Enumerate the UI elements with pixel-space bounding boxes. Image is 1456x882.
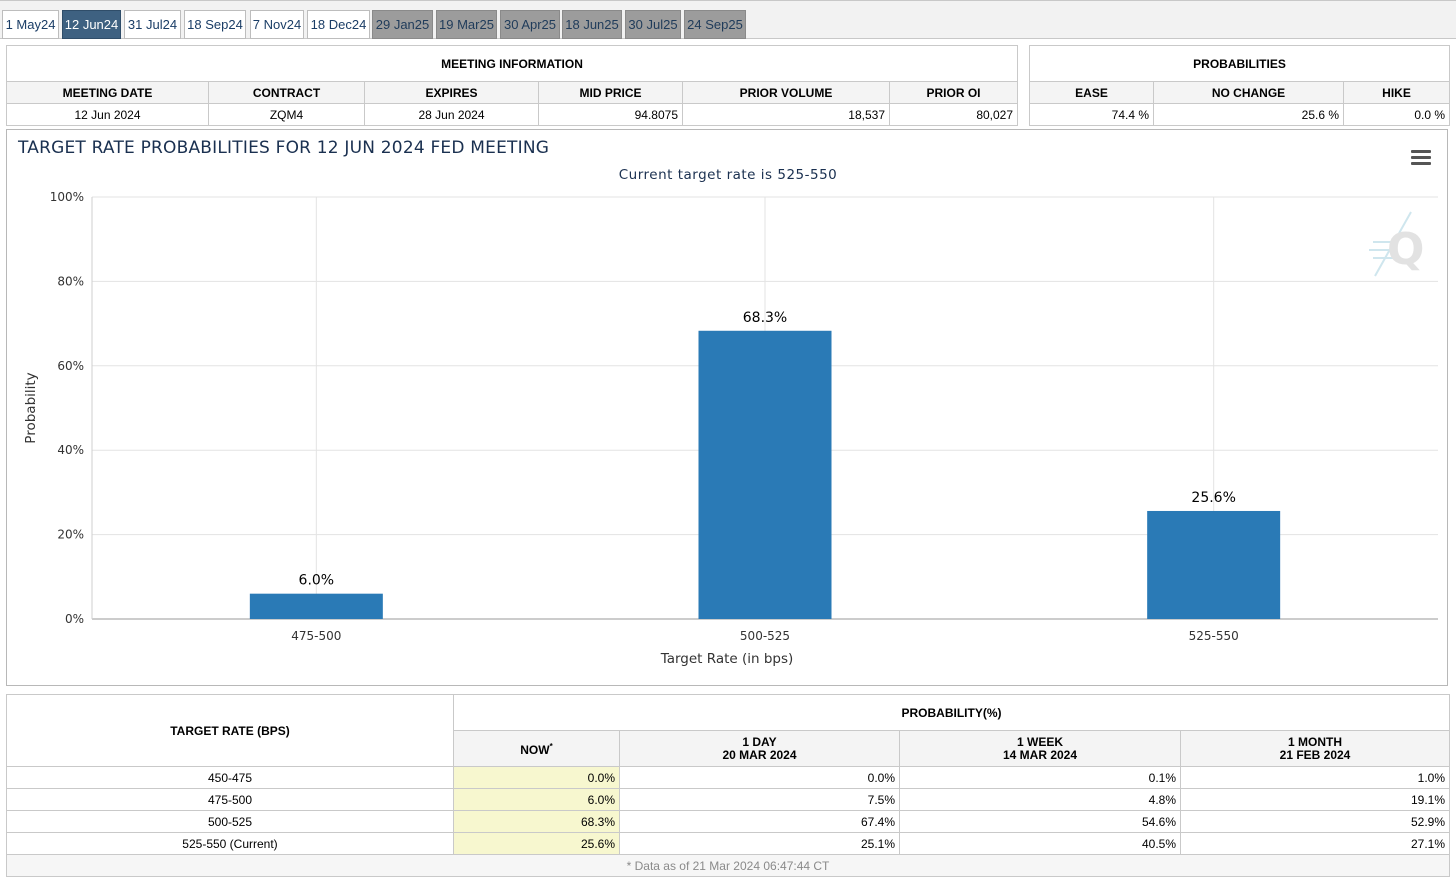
tab-7-nov24[interactable]: 7 Nov24: [250, 10, 304, 39]
1-day-column-header: 1 DAY 20 MAR 2024: [619, 730, 900, 767]
rate-cell: 450-475: [6, 766, 454, 789]
1-day-cell: 0.0%: [619, 766, 900, 789]
meeting-info-title: MEETING INFORMATION: [5, 45, 1019, 82]
mid-price-header: MID PRICE: [538, 81, 683, 104]
now-cell: 68.3%: [453, 810, 620, 833]
now-cell: 25.6%: [453, 832, 620, 855]
1-day-cell: 67.4%: [619, 810, 900, 833]
now-cell: 6.0%: [453, 788, 620, 811]
x-tick-label: 475-500: [291, 629, 341, 643]
bar-475-500: [249, 593, 383, 619]
bar-data-label: 68.3%: [743, 310, 787, 326]
y-tick-label: 40%: [57, 443, 84, 457]
target-rate-table: TARGET RATE (BPS) PROBABILITY(%) NOW* 1 …: [6, 694, 1450, 877]
1-week-cell: 0.1%: [899, 766, 1181, 789]
chart-menu-icon[interactable]: [1411, 150, 1431, 166]
tab-18-sep24[interactable]: 18 Sep24: [184, 10, 246, 39]
meeting-info-table: MEETING INFORMATION MEETING DATE CONTRAC…: [5, 45, 1019, 126]
bar-data-label: 6.0%: [299, 573, 335, 589]
bar-500-525: [698, 330, 832, 619]
ease-header: EASE: [1029, 81, 1154, 104]
hike-header: HIKE: [1343, 81, 1450, 104]
contract-value: ZQM4: [208, 103, 365, 126]
tab-30-apr25[interactable]: 30 Apr25: [500, 10, 560, 39]
rate-cell: 525-550 (Current): [6, 832, 454, 855]
table-row: 475-500 6.0% 7.5% 4.8% 19.1%: [6, 788, 1450, 811]
probabilities-title: PROBABILITIES: [1029, 45, 1450, 82]
contract-header: CONTRACT: [208, 81, 365, 104]
meeting-date-header: MEETING DATE: [6, 81, 209, 104]
tab-18-dec24[interactable]: 18 Dec24: [307, 10, 370, 39]
bar-525-550: [1147, 510, 1281, 619]
tab-24-sep25[interactable]: 24 Sep25: [684, 10, 746, 39]
rate-cell: 475-500: [6, 788, 454, 811]
chart-title: TARGET RATE PROBABILITIES FOR 12 JUN 202…: [18, 138, 550, 158]
1-day-cell: 25.1%: [619, 832, 900, 855]
chart-subtitle: Current target rate is 525-550: [618, 167, 838, 183]
mid-price-value: 94.8075: [538, 103, 683, 126]
x-tick-label: 500-525: [740, 629, 790, 643]
quikstrike-logo-icon: Q: [1369, 211, 1424, 277]
expires-header: EXPIRES: [364, 81, 539, 104]
meeting-tabs: 1 May24 12 Jun24 31 Jul24 18 Sep24 7 Nov…: [0, 0, 1456, 39]
tab-12-jun24[interactable]: 12 Jun24: [62, 10, 121, 39]
table-row: 525-550 (Current) 25.6% 25.1% 40.5% 27.1…: [6, 832, 1450, 855]
1-day-cell: 7.5%: [619, 788, 900, 811]
y-axis-title: Probability: [23, 372, 39, 443]
hike-value: 0.0 %: [1343, 103, 1450, 126]
table-row: 500-525 68.3% 67.4% 54.6% 52.9%: [6, 810, 1450, 833]
tab-31-jul24[interactable]: 31 Jul24: [124, 10, 181, 39]
chart-plot-area: 0% 20% 40% 60% 80% 100% 6.0% 475-500 68.3% 500-52…: [23, 190, 1438, 667]
1-week-cell: 54.6%: [899, 810, 1181, 833]
1-month-cell: 1.0%: [1180, 766, 1450, 789]
ease-value: 74.4 %: [1029, 103, 1154, 126]
expires-value: 28 Jun 2024: [364, 103, 539, 126]
bar-data-label: 25.6%: [1191, 490, 1235, 506]
1-month-cell: 27.1%: [1180, 832, 1450, 855]
no-change-value: 25.6 %: [1153, 103, 1344, 126]
prior-volume-header: PRIOR VOLUME: [682, 81, 890, 104]
rate-cell: 500-525: [6, 810, 454, 833]
tab-18-jun25[interactable]: 18 Jun25: [562, 10, 622, 39]
y-tick-label: 100%: [50, 190, 84, 204]
x-axis-title: Target Rate (in bps): [660, 651, 794, 667]
prior-oi-value: 80,027: [888, 103, 1019, 126]
1-month-cell: 19.1%: [1180, 788, 1450, 811]
prior-oi-header: PRIOR OI: [888, 81, 1019, 104]
prior-volume-value: 18,537: [682, 103, 890, 126]
now-column-header: NOW*: [453, 730, 620, 767]
y-tick-label: 80%: [57, 274, 84, 288]
svg-text:Q: Q: [1387, 224, 1424, 275]
meeting-date-value: 12 Jun 2024: [6, 103, 209, 126]
tab-30-jul25[interactable]: 30 Jul25: [625, 10, 681, 39]
probabilities-table: PROBABILITIES EASE NO CHANGE HIKE 74.4 %…: [1029, 45, 1450, 126]
data-timestamp-footnote: * Data as of 21 Mar 2024 06:47:44 CT: [6, 854, 1450, 877]
no-change-header: NO CHANGE: [1153, 81, 1344, 104]
probability-chart: 0% 20% 40% 60% 80% 100% 6.0% 475-500 68.3% 500-52…: [6, 129, 1448, 686]
x-tick-label: 525-550: [1189, 629, 1239, 643]
y-tick-label: 60%: [57, 359, 84, 373]
1-month-column-header: 1 MONTH 21 FEB 2024: [1180, 730, 1450, 767]
1-week-cell: 40.5%: [899, 832, 1181, 855]
y-tick-label: 20%: [57, 528, 84, 542]
tab-1-may24[interactable]: 1 May24: [2, 10, 59, 39]
1-week-cell: 4.8%: [899, 788, 1181, 811]
probability-header: PROBABILITY(%): [453, 694, 1450, 731]
y-tick-label: 0%: [65, 612, 84, 626]
tab-19-mar25[interactable]: 19 Mar25: [436, 10, 497, 39]
now-cell: 0.0%: [453, 766, 620, 789]
1-week-column-header: 1 WEEK 14 MAR 2024: [899, 730, 1181, 767]
1-month-cell: 52.9%: [1180, 810, 1450, 833]
table-row: 450-475 0.0% 0.0% 0.1% 1.0%: [6, 766, 1450, 789]
target-rate-header: TARGET RATE (BPS): [6, 694, 454, 767]
tab-29-jan25[interactable]: 29 Jan25: [372, 10, 433, 39]
